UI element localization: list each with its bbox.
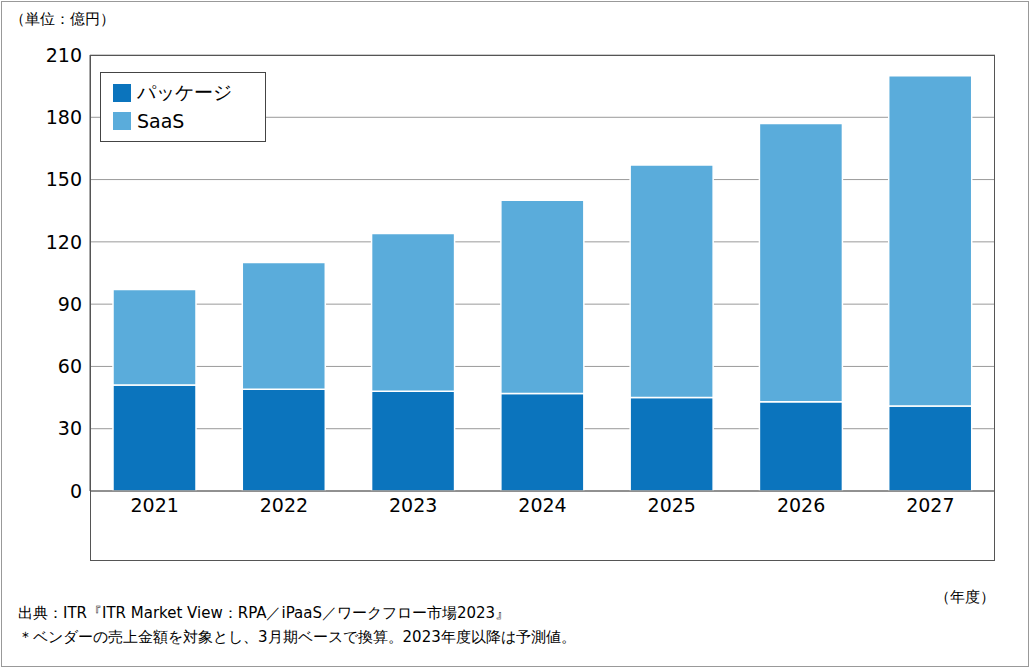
html-text:パッケージ: パッケージ xyxy=(137,81,232,103)
svg-text:210: 210 xyxy=(46,44,82,66)
svg-text:120: 120 xyxy=(46,231,82,253)
svg-text:150: 150 xyxy=(46,168,82,190)
svg-text:2022: 2022 xyxy=(260,494,308,516)
svg-text:180: 180 xyxy=(46,106,82,128)
svg-text:60: 60 xyxy=(58,355,82,377)
html-text:出典：ITR『ITR Market View：RPA／iPa: 出典：ITR『ITR Market View：RPA／iPaaS／ワークフロー市… xyxy=(18,604,511,622)
svg-text:2024: 2024 xyxy=(518,494,566,516)
svg-text:2026: 2026 xyxy=(777,494,825,516)
svg-text:30: 30 xyxy=(58,417,82,439)
html-text:SaaS: SaaS xyxy=(137,110,185,132)
html-text:（年度）: （年度） xyxy=(935,588,995,606)
svg-text:2023: 2023 xyxy=(389,494,437,516)
svg-text:0: 0 xyxy=(70,480,82,502)
svg-text:2027: 2027 xyxy=(906,494,954,516)
svg-text:2025: 2025 xyxy=(648,494,696,516)
svg-text:90: 90 xyxy=(58,293,82,315)
html-text:（単位：億円）: （単位：億円） xyxy=(10,10,115,28)
html-text:＊ベンダーの売上金額を対象とし、3月期ベースで換算。2023: ＊ベンダーの売上金額を対象とし、3月期ベースで換算。2023年度以降は予測値。 xyxy=(18,628,576,646)
svg-text:2021: 2021 xyxy=(130,494,178,516)
